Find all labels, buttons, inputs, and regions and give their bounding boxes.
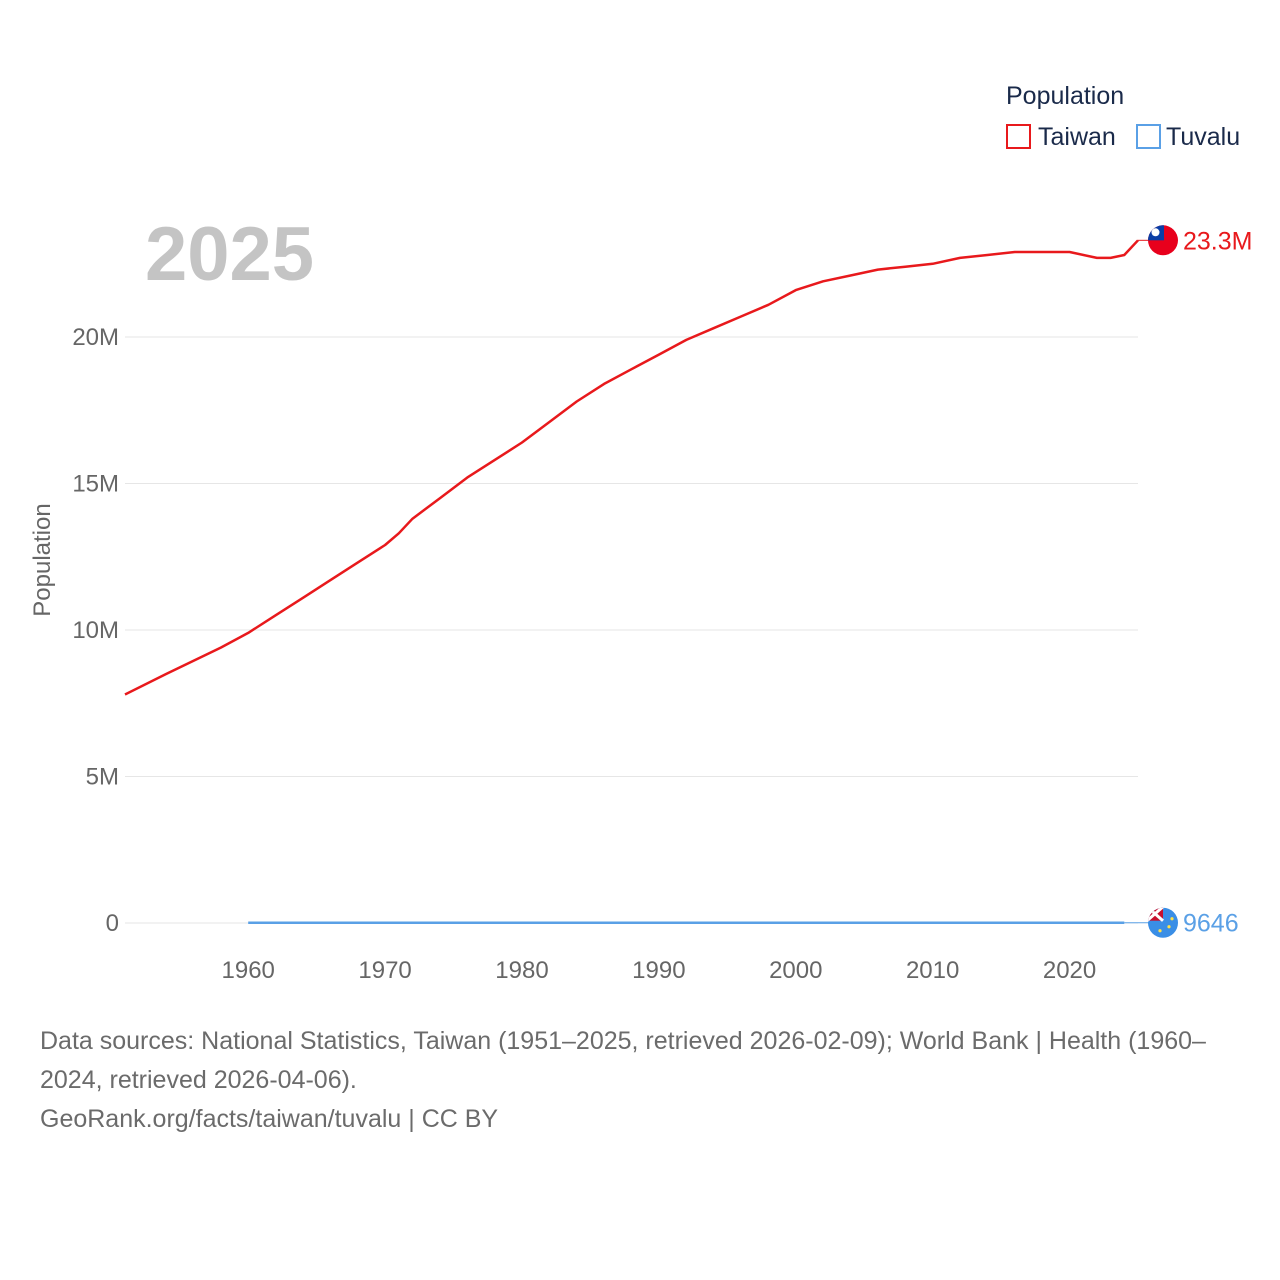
legend-title: Population [1006, 82, 1124, 110]
x-tick-label: 2020 [1043, 957, 1096, 984]
taiwan-end-value: 23.3M [1183, 227, 1252, 255]
population-chart: 2025 0 5M 10M 15M 20M 1960 1970 1980 1990 2000 20… [29, 82, 1252, 984]
tuvalu-end-value: 9646 [1183, 910, 1239, 938]
year-label: 2025 [145, 212, 314, 297]
y-tick-label: 20M [72, 324, 119, 351]
legend-label-tuvalu[interactable]: Tuvalu [1166, 123, 1240, 151]
series [124, 239, 1139, 925]
x-tick-label: 2000 [769, 957, 822, 984]
tuvalu-flag-icon [1148, 907, 1178, 938]
series-end-taiwan: 23.3M [1138, 225, 1252, 256]
legend-swatch-tuvalu[interactable] [1136, 124, 1161, 149]
legend-label-taiwan[interactable]: Taiwan [1038, 123, 1116, 151]
taiwan-flag-icon [1148, 225, 1178, 256]
x-tick-label: 1970 [358, 957, 411, 984]
x-tick-label: 1980 [495, 957, 548, 984]
x-tick-label: 2010 [906, 957, 959, 984]
grid [125, 336, 1138, 924]
x-tick-label: 1960 [222, 957, 275, 984]
legend: Population Taiwan Tuvalu [1006, 82, 1240, 151]
y-axis-title: Population [29, 503, 56, 616]
footer: Data sources: National Statistics, Taiwa… [40, 1022, 1250, 1139]
y-axis-ticks: 0 5M 10M 15M 20M [72, 324, 119, 937]
y-tick-label: 0 [106, 910, 119, 937]
series-line-taiwan[interactable] [124, 239, 1139, 696]
y-tick-label: 10M [72, 617, 119, 644]
series-end-tuvalu: 9646 [1124, 907, 1239, 938]
y-tick-label: 15M [72, 471, 119, 498]
x-axis-ticks: 1960 1970 1980 1990 2000 2010 2020 [222, 957, 1097, 984]
y-tick-label: 5M [86, 764, 119, 791]
x-tick-label: 1990 [632, 957, 685, 984]
data-sources-note: Data sources: National Statistics, Taiwa… [40, 1027, 1206, 1094]
credit-link[interactable]: GeoRank.org/facts/taiwan/tuvalu | CC BY [40, 1105, 499, 1133]
legend-swatch-taiwan[interactable] [1006, 124, 1031, 149]
